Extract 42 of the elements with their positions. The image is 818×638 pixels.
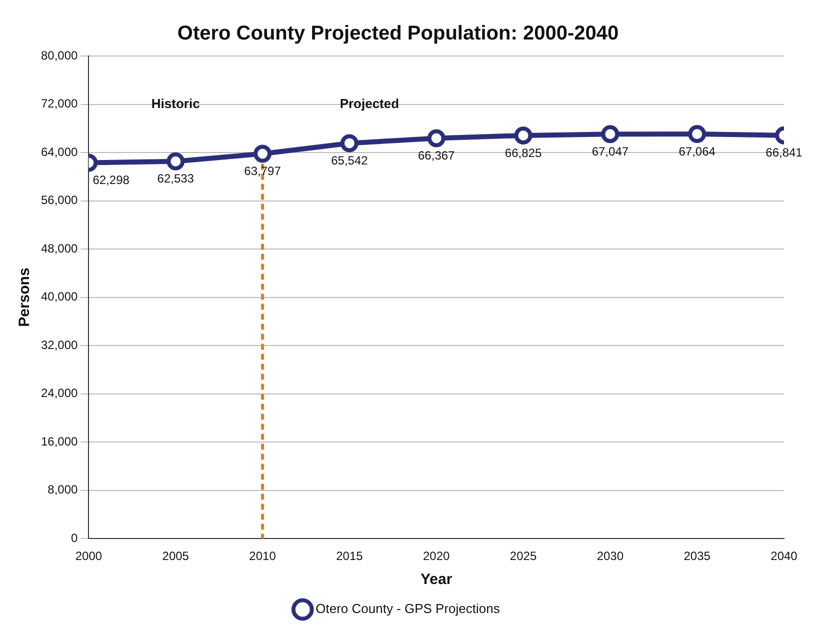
y-tick-label: 56,000 (41, 193, 78, 208)
point (427, 129, 446, 148)
x-tick-label: 2015 (336, 549, 364, 564)
annotation: Historic (151, 96, 200, 111)
x-tick-label: 2030 (596, 549, 624, 564)
data-label: 67,047 (592, 144, 629, 158)
point (340, 134, 358, 152)
y-tick-label: 72,000 (41, 96, 78, 111)
x-tick-label: 2025 (510, 549, 537, 564)
y-tick-label: 40,000 (41, 290, 78, 304)
x-tick-label: 2000 (75, 549, 102, 564)
y-tick-label: 80,000 (41, 48, 78, 62)
data-label: 63,797 (244, 164, 282, 178)
annotation: Projected (340, 96, 400, 111)
y-tick-label: 0 (71, 530, 78, 545)
y-tick-label: 8,000 (48, 482, 78, 497)
point (254, 144, 272, 163)
data-label: 65,542 (331, 154, 368, 168)
point (601, 125, 620, 144)
y-axis-title: Persons (16, 268, 34, 327)
y-tick-label: 48,000 (41, 241, 78, 256)
data-label: 66,825 (504, 146, 542, 160)
y-tick-label: 32,000 (41, 338, 78, 352)
data-label: 62,298 (92, 173, 130, 188)
y-tick-label: 64,000 (41, 144, 78, 159)
data-label: 66,841 (766, 146, 803, 160)
legend-label: Otero County - GPS Projections (316, 601, 500, 616)
point (688, 125, 706, 144)
point (514, 126, 532, 144)
data-label: 66,367 (418, 148, 456, 163)
x-tick-label: 2035 (684, 549, 711, 564)
y-tick-label: 24,000 (41, 386, 78, 400)
x-tick-label: 2010 (249, 549, 276, 564)
data-label: 67,064 (678, 144, 716, 158)
data-label: 62,533 (157, 172, 194, 186)
x-tick-label: 2005 (162, 549, 190, 564)
x-axis-title: Year (420, 571, 452, 588)
x-tick-label: 2040 (770, 549, 798, 564)
x-tick-label: 2020 (423, 549, 450, 564)
chart-title: Otero County Projected Population: 2000-2040 (177, 22, 619, 45)
point (166, 152, 185, 170)
y-tick-label: 16,000 (41, 434, 78, 448)
